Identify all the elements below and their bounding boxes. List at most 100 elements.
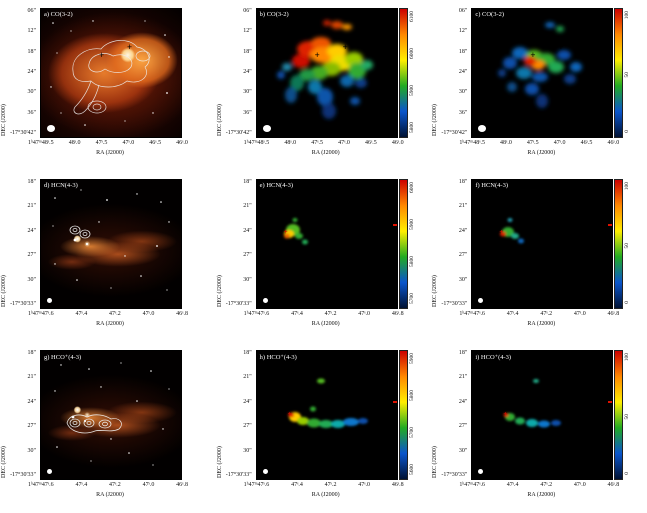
y-tick-label: 18" — [27, 179, 36, 185]
x-tick-label: 47ˢ.2 — [109, 482, 121, 488]
x-tick-label: 47ˢ.2 — [540, 311, 553, 317]
x-tick-label: 47ˢ.0 — [573, 482, 586, 488]
panel-label: g) HCO⁺(4-3) — [44, 354, 82, 361]
panel-a-image: a) CO(3-2) + + — [40, 8, 182, 138]
y-tick-label: 24" — [243, 227, 252, 234]
y-tick-label: 36" — [243, 109, 252, 116]
y-tick-label: 24" — [27, 398, 36, 405]
y-axis-ticks: 18" 21" 24" 27" 30" -17°30'33" — [225, 179, 254, 307]
dispersion-field — [500, 218, 525, 244]
colorbar-tick-label: 5700 — [408, 293, 415, 304]
y-tick-label: 18" — [458, 48, 468, 55]
beam-ellipse — [47, 298, 52, 303]
edge-marker — [392, 401, 397, 403]
panel-label: d) HCN(4-3) — [44, 182, 78, 189]
colorbar-ticks: 100 50 0 — [624, 350, 630, 478]
x-tick-label: 1ʰ47ᵐ48ˢ.5 — [243, 140, 270, 146]
colorbar-tick-label: 100 — [624, 353, 631, 362]
x-tick-label: 47ˢ.5 — [95, 140, 108, 146]
x-tick-label: 47ˢ.4 — [291, 311, 303, 317]
y-axis-label: DEC (J2000) — [432, 104, 439, 136]
y-tick-label: 27" — [458, 252, 468, 259]
y-tick-label: 21" — [243, 203, 252, 210]
colorbar-ticks: 6100 6000 5900 5800 — [409, 8, 415, 136]
panel-label: b) CO(3-2) — [259, 11, 289, 18]
y-axis-ticks: 18" 21" 24" 27" 30" -17°30'33" — [226, 350, 254, 478]
cross-marker: + — [503, 410, 508, 418]
panel-f: DEC (J2000) 18" 21" 24" 27" 30" -17°30'3… — [431, 171, 646, 342]
y-tick-label: 24" — [243, 68, 252, 75]
beam-ellipse — [262, 125, 271, 132]
x-axis-ticks: 1ʰ47ᵐ47ˢ.6 47ˢ.4 47ˢ.2 47ˢ.0 46ˢ.8 — [28, 482, 188, 488]
x-tick-label: 1ʰ47ᵐ47ˢ.6 — [243, 311, 270, 317]
panel-d-image: d) HCN(4-3) — [40, 179, 182, 309]
panel-a: DEC (J2000) 06" 12" 18" 24" 30" 36" -17°… — [0, 0, 215, 171]
contour-overlay — [52, 189, 170, 291]
x-tick-label: 46ˢ.8 — [391, 482, 404, 488]
y-tick-label: 24" — [243, 398, 252, 405]
panel-label: e) HCN(4-3) — [259, 182, 294, 189]
velocity-field — [287, 378, 368, 428]
x-tick-label: 1ʰ47ᵐ47ˢ.6 — [459, 482, 485, 488]
y-axis-ticks: 18" 21" 24" 27" 30" -17°30'33" — [10, 179, 38, 307]
x-tick-label: 47ˢ.0 — [142, 482, 155, 488]
panel-g-image: g) HCO⁺(4-3) — [40, 350, 182, 480]
y-tick-label: -17°30'42" — [225, 129, 252, 136]
colorbar-tick-label: 6100 — [408, 11, 415, 22]
colorbar-tick-label: 6000 — [408, 48, 415, 59]
cross-marker: + — [342, 42, 348, 52]
x-tick-label: 1ʰ47ᵐ48ˢ.5 — [459, 140, 485, 146]
colorbar-tick-label: 5700 — [408, 427, 415, 438]
colorbar-ticks: 6000 5900 5800 5700 — [409, 179, 415, 307]
y-tick-label: 24" — [458, 398, 468, 405]
cross-marker: + — [499, 228, 504, 236]
y-tick-label: 12" — [458, 28, 468, 35]
y-axis-label: DEC (J2000) — [1, 275, 7, 307]
panel-h: DEC (J2000) 18" 21" 24" 27" 30" -17°30'3… — [216, 342, 431, 513]
colorbar-tick-label: 6000 — [408, 182, 415, 193]
x-tick-label: 46ˢ.5 — [580, 140, 593, 146]
cross-marker: + — [99, 50, 105, 60]
colorbar-tick-label: 50 — [624, 243, 631, 249]
y-tick-label: 21" — [243, 374, 252, 381]
cross-marker: + — [127, 42, 133, 52]
x-axis-label: RA (J2000) — [527, 321, 556, 327]
x-axis-label: RA (J2000) — [311, 150, 340, 156]
y-tick-label: -17°30'33" — [225, 300, 252, 307]
x-axis-label: RA (J2000) — [96, 321, 124, 327]
y-tick-label: 06" — [243, 8, 252, 14]
x-tick-label: 47ˢ.5 — [526, 140, 539, 146]
x-tick-label: 47ˢ.4 — [75, 482, 88, 488]
colorbar-tick-label: 0 — [624, 301, 631, 304]
y-tick-label: 18" — [243, 48, 252, 55]
x-tick-label: 48ˢ.0 — [500, 140, 512, 146]
dispersion-colorbar — [614, 350, 624, 480]
contour-overlay — [50, 20, 170, 126]
colorbar-tick-label: 0 — [624, 130, 631, 133]
beam-ellipse — [478, 125, 487, 132]
dispersion-field — [503, 379, 562, 428]
x-tick-label: 1ʰ47ᵐ48ˢ.5 — [28, 140, 54, 146]
beam-ellipse — [478, 298, 484, 303]
colorbar-tick-label: 50 — [624, 72, 631, 78]
panel-c-dispersion-map: c) CO(3-2) + + — [471, 8, 614, 138]
x-axis-ticks: 1ʰ47ᵐ47ˢ.6 47ˢ.4 47ˢ.2 47ˢ.0 46ˢ.8 — [244, 482, 404, 488]
y-tick-label: -17°30'42" — [10, 129, 36, 136]
x-tick-label: 47ˢ.2 — [109, 311, 121, 317]
panel-d: DEC (J2000) 18" 21" 24" 27" 30" -17°30'3… — [0, 171, 215, 342]
x-tick-label: 47ˢ.4 — [506, 311, 519, 317]
x-axis-ticks: 1ʰ47ᵐ48ˢ.5 48ˢ.0 47ˢ.5 47ˢ.0 46ˢ.5 46ˢ.0 — [28, 140, 188, 146]
y-tick-label: 36" — [27, 109, 36, 116]
dispersion-field — [498, 22, 583, 108]
y-tick-label: 30" — [243, 89, 252, 96]
panel-i: DEC (J2000) 18" 21" 24" 27" 30" -17°30'3… — [431, 342, 646, 513]
y-axis-ticks: 18" 21" 24" 27" 30" -17°30'33" — [10, 350, 38, 478]
panel-label: h) HCO⁺(4-3) — [259, 354, 297, 361]
y-tick-label: -17°30'33" — [441, 300, 468, 307]
cross-marker: + — [530, 50, 536, 60]
y-tick-label: 06" — [458, 8, 468, 14]
panel-f-dispersion-map: f) HCN(4-3) + — [471, 179, 614, 309]
x-axis-label: RA (J2000) — [311, 492, 340, 498]
y-tick-label: 27" — [458, 423, 468, 430]
